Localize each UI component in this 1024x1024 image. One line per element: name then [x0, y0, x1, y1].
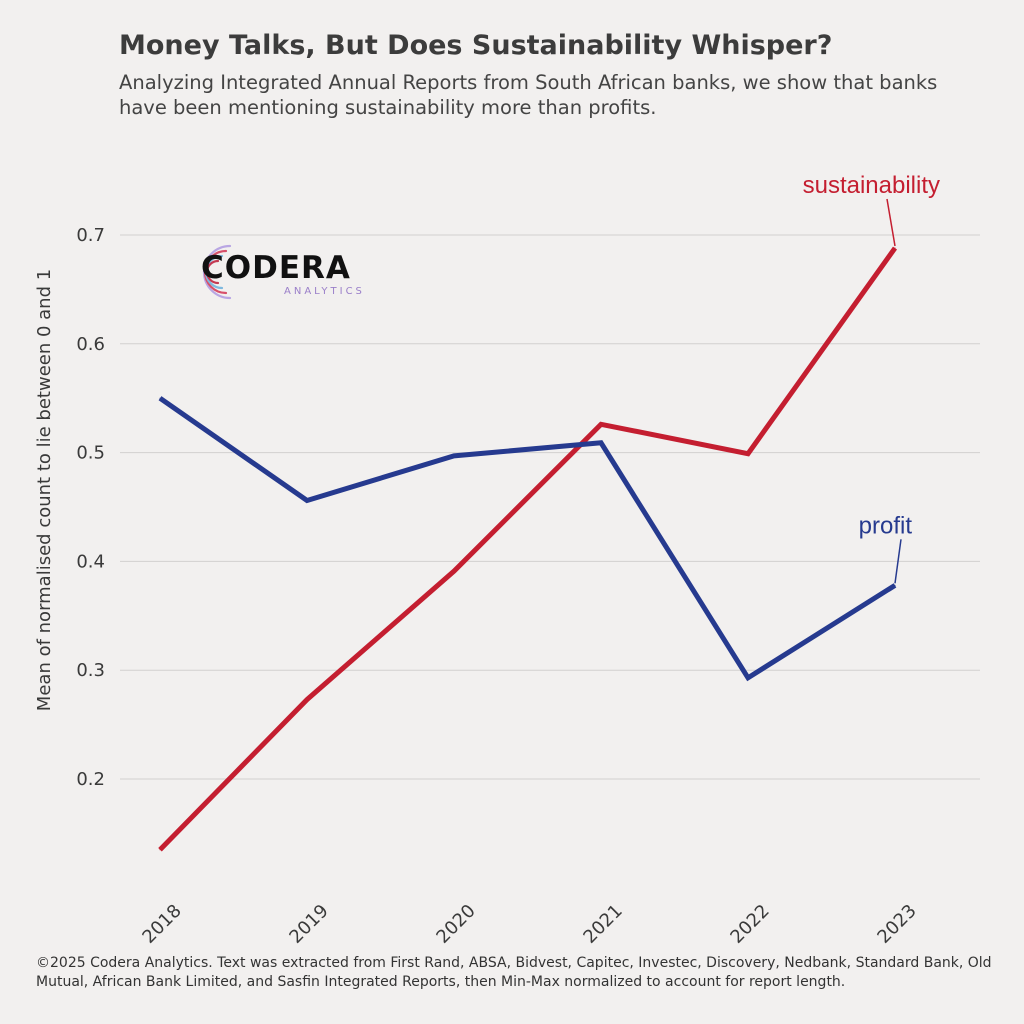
y-tick-label: 0.6 [76, 334, 105, 355]
y-tick-label: 0.7 [76, 225, 105, 246]
series-line-sustainability [158, 246, 898, 852]
x-tick-label: 2021 [579, 900, 626, 947]
x-tick-label: 2023 [873, 900, 920, 947]
codera-logo: CODERA ANALYTICS [186, 240, 406, 304]
chart-title: Money Talks, But Does Sustainability Whi… [119, 30, 833, 61]
data-point-sustainability [453, 570, 455, 572]
y-tick-label: 0.4 [76, 551, 105, 572]
data-point-profit [600, 442, 602, 444]
data-point-profit [453, 455, 455, 457]
data-point-sustainability [159, 849, 161, 851]
y-tick-label: 0.5 [76, 443, 105, 464]
x-tick-label: 2018 [138, 900, 185, 947]
chart-subtitle: Analyzing Integrated Annual Reports from… [119, 71, 938, 119]
leader-line-sustainability [886, 198, 896, 247]
logo-mark-icon [202, 244, 232, 300]
data-point-profit [894, 584, 896, 586]
series-label-sustainability: sustainability [803, 172, 940, 199]
data-point-sustainability [306, 699, 308, 701]
leader-line-profit [894, 539, 902, 584]
series-line-profit [158, 396, 897, 682]
y-tick-label: 0.3 [76, 660, 105, 681]
footer-note: ©2025 Codera Analytics. Text was extract… [36, 955, 992, 990]
data-point-profit [159, 397, 161, 399]
y-axis-label: Mean of normalised count to lie between … [34, 269, 55, 711]
logo-wordmark: CODERA [201, 250, 351, 286]
data-point-profit [747, 677, 749, 679]
data-point-sustainability [894, 247, 896, 249]
data-point-profit [306, 499, 308, 501]
y-tick-label: 0.2 [76, 769, 105, 790]
logo-subtitle: ANALYTICS [284, 286, 365, 297]
data-point-sustainability [600, 423, 602, 425]
series-label-profit: profit [859, 512, 913, 539]
data-point-sustainability [747, 453, 749, 455]
x-tick-label: 2019 [285, 900, 332, 947]
x-tick-label: 2020 [432, 900, 479, 947]
x-tick-label: 2022 [726, 900, 773, 947]
